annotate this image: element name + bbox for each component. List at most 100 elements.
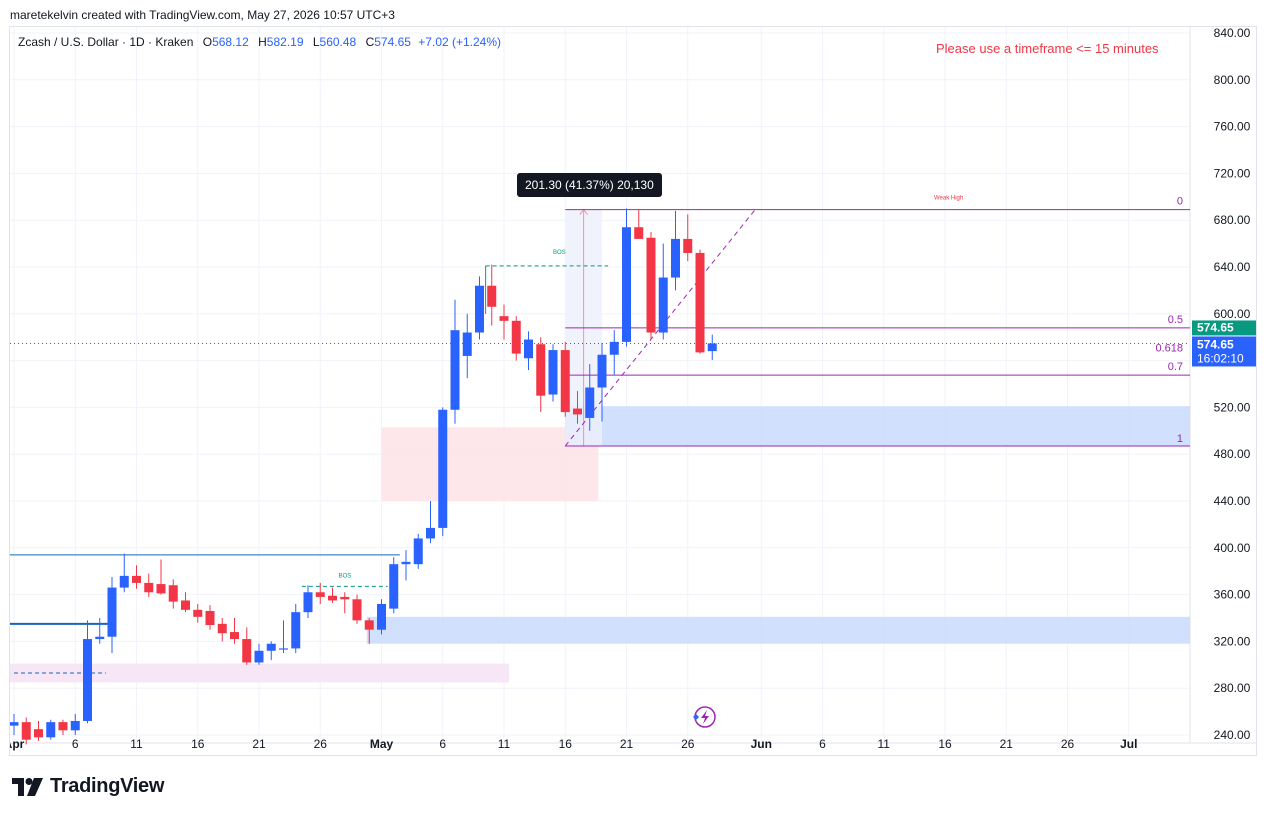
candle	[291, 603, 301, 654]
candle-body	[168, 585, 178, 602]
candle-body	[352, 599, 362, 621]
candle-body	[132, 575, 141, 583]
price-tick-label: 840.00	[1214, 27, 1251, 40]
candle-body	[585, 387, 595, 418]
candle-body	[536, 344, 546, 396]
candle	[205, 605, 215, 630]
candle	[352, 594, 362, 624]
candle	[646, 231, 656, 340]
candle	[671, 210, 680, 291]
symbol-legend: Zcash / U.S. Dollar · 1D · Kraken O568.1…	[18, 35, 501, 49]
candle-body	[10, 722, 19, 726]
time-tick-label: 6	[439, 737, 446, 751]
candle-body	[95, 636, 105, 640]
candle	[499, 304, 509, 340]
fib-label-fib_05: 0.5	[1168, 314, 1183, 326]
tradingview-logo-icon	[12, 777, 43, 796]
candle-body	[156, 584, 166, 594]
candle-body	[119, 575, 129, 588]
candle	[34, 720, 43, 741]
supply-zone	[381, 427, 599, 501]
candle	[475, 276, 484, 340]
candle-body	[560, 350, 570, 413]
tradingview-brand: TradingView	[50, 775, 165, 797]
candle-body	[107, 587, 117, 637]
price-tick-label: 520.00	[1214, 400, 1251, 414]
candle-body	[303, 592, 313, 613]
close-value: 574.65	[374, 35, 411, 49]
time-tick-label: Jul	[1120, 737, 1137, 751]
candle-body	[462, 332, 472, 356]
candle-body	[438, 409, 448, 528]
candle	[315, 582, 325, 604]
candle	[511, 316, 521, 361]
candle-body	[634, 227, 644, 239]
events-lightning-icon	[693, 706, 716, 728]
candle	[181, 592, 190, 613]
candle	[426, 501, 435, 544]
candle-body	[291, 612, 301, 649]
price-tick-label: 280.00	[1214, 681, 1251, 695]
candle-body	[315, 592, 325, 597]
candle	[573, 391, 582, 424]
candle-body	[499, 316, 509, 321]
candle-body	[658, 277, 668, 333]
candle	[70, 713, 80, 735]
candle-body	[328, 595, 337, 601]
candle	[168, 579, 178, 609]
candle	[634, 209, 644, 239]
candle	[279, 620, 288, 654]
chart-credit: maretekelvin created with TradingView.co…	[10, 8, 395, 22]
tradingview-logo[interactable]: TradingView	[12, 775, 164, 798]
candle-body	[609, 341, 619, 355]
candle-body	[266, 643, 276, 651]
candle-body	[340, 596, 350, 600]
open-label: O	[202, 35, 213, 49]
candle	[413, 533, 423, 569]
candle	[658, 243, 668, 340]
time-tick-label: Jun	[751, 737, 772, 751]
candle	[707, 334, 717, 361]
pink-zone	[10, 663, 509, 683]
candle	[119, 553, 129, 593]
candle	[193, 603, 203, 623]
candle	[266, 641, 276, 661]
candle	[585, 364, 595, 431]
candle-body	[242, 639, 252, 663]
demand-zone-lower	[366, 616, 1190, 644]
candle	[144, 573, 154, 597]
candle	[107, 577, 117, 654]
fib-label-fib_07: 0.7	[1168, 361, 1183, 373]
last-price-tag-label: 574.65	[1197, 320, 1234, 334]
candle	[156, 559, 166, 595]
candle	[21, 717, 31, 745]
symbol-title[interactable]: Zcash / U.S. Dollar · 1D · Kraken	[18, 35, 194, 49]
time-tick-label: 21	[252, 737, 266, 751]
candle-body	[573, 408, 582, 415]
price-chart[interactable]: BOS BOS 0 0.5 0.618 0.7 1 Weak High 240.00 280.00…	[10, 27, 1256, 755]
high-value: 582.19	[266, 35, 304, 49]
candle-body	[21, 722, 31, 740]
candle	[683, 214, 693, 262]
price-tick-label: 720.00	[1214, 166, 1251, 180]
chart-frame[interactable]: BOS BOS 0 0.5 0.618 0.7 1 Weak High 240.00 280.00…	[9, 26, 1257, 756]
candle-body	[401, 561, 411, 565]
candle	[58, 719, 68, 735]
time-tick-label: 26	[314, 737, 328, 751]
candle-body	[683, 238, 693, 253]
candle-body	[646, 237, 656, 333]
time-tick-label: May	[370, 737, 394, 751]
candle	[230, 618, 239, 644]
close-price-tag-label: 574.65	[1197, 337, 1234, 351]
candle	[622, 208, 631, 347]
countdown-label: 16:02:10	[1197, 351, 1244, 365]
time-tick-label: 11	[130, 737, 143, 751]
candle-body	[58, 722, 68, 731]
candle	[487, 264, 497, 326]
measure-tooltip: 201.30 (41.37%) 20,130	[517, 173, 662, 197]
change-value: +7.02 (+1.24%)	[418, 35, 502, 49]
price-tick-label: 240.00	[1214, 728, 1251, 742]
candle	[462, 313, 472, 379]
candle-body	[34, 729, 43, 738]
time-tick-label: 11	[498, 737, 511, 751]
